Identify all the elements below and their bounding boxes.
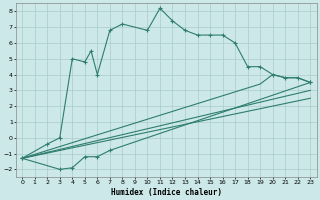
X-axis label: Humidex (Indice chaleur): Humidex (Indice chaleur) [111,188,222,197]
